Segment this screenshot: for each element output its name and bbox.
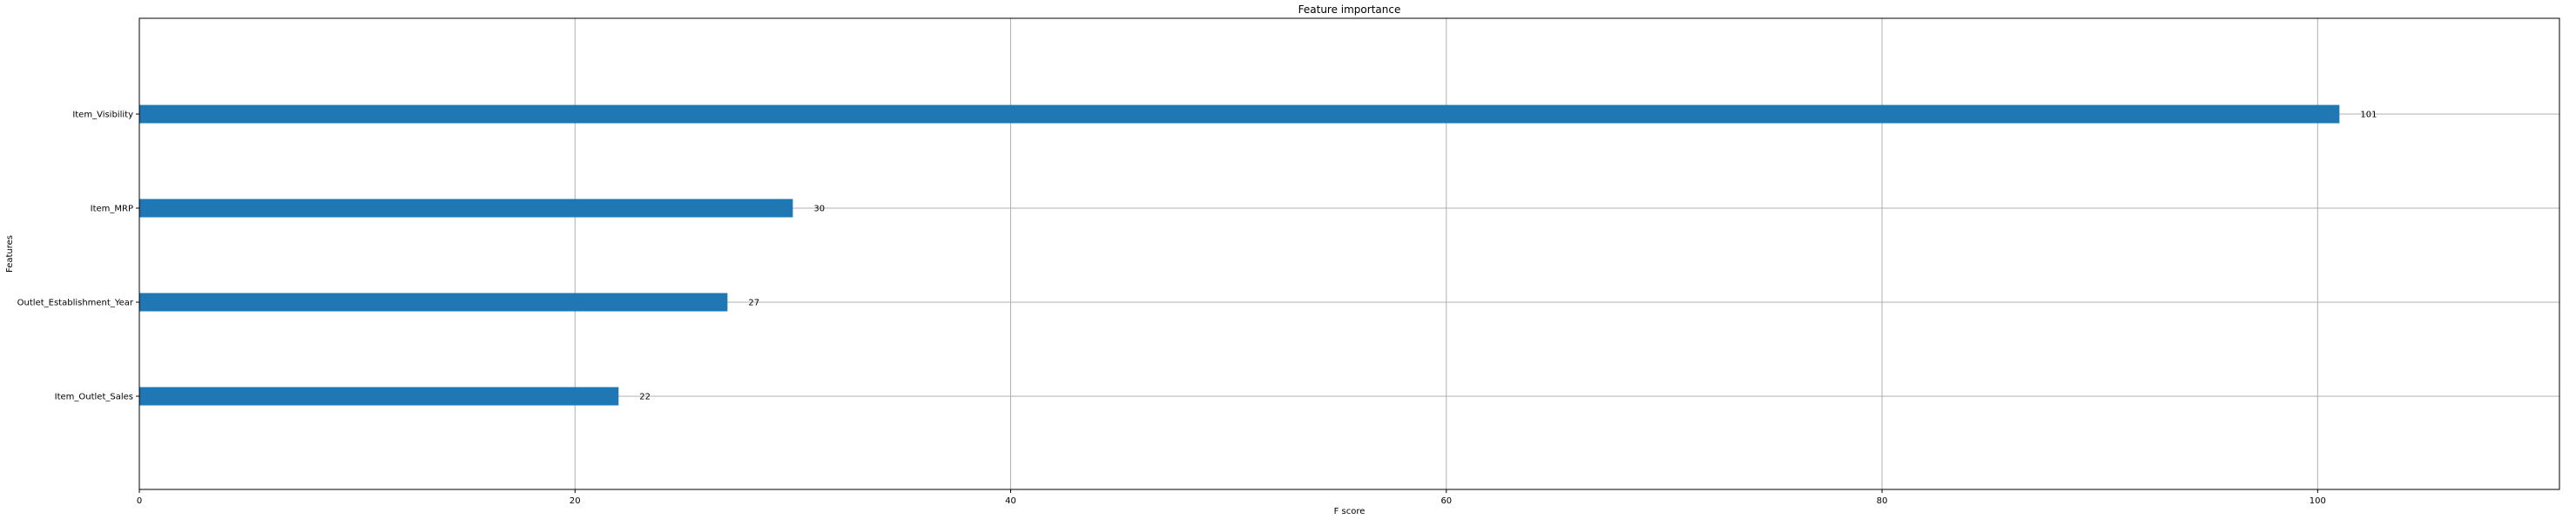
x-tick-label: 60: [1440, 496, 1452, 506]
y-tick-label: Item_Outlet_Sales: [55, 393, 133, 402]
bars: [139, 105, 2340, 406]
y-tick-label: Item_Visibility: [72, 111, 133, 120]
x-axis-label: F score: [1334, 507, 1366, 516]
y-tick-label: Item_MRP: [91, 205, 133, 214]
y-tick-label: Outlet_Establishment_Year: [17, 299, 134, 308]
x-axis-ticks: 0 20 40 60 80 100: [137, 489, 2326, 506]
y-axis-label: Features: [5, 235, 15, 273]
bar-value-label: 101: [2360, 111, 2377, 120]
bar-value-label: 30: [813, 205, 825, 214]
plot-frame: [138, 17, 2560, 490]
bar: [139, 293, 728, 312]
bar-value-label: 22: [639, 393, 651, 402]
chart-title: Feature importance: [1298, 3, 1401, 16]
x-tick-label: 20: [570, 496, 581, 506]
bar: [139, 199, 793, 218]
x-tick-label: 40: [1005, 496, 1016, 506]
bar-value-label: 27: [748, 299, 759, 308]
y-axis-ticks: Item_Outlet_Sales Outlet_Establishment_Ye…: [17, 111, 139, 402]
x-tick-label: 80: [1877, 496, 1888, 506]
bar: [139, 387, 619, 406]
bar: [139, 105, 2340, 124]
data-labels: 22 27 30 101: [639, 111, 2377, 402]
x-tick-label: 0: [137, 496, 142, 506]
gridlines: [138, 18, 2559, 489]
x-tick-label: 100: [2310, 496, 2326, 506]
